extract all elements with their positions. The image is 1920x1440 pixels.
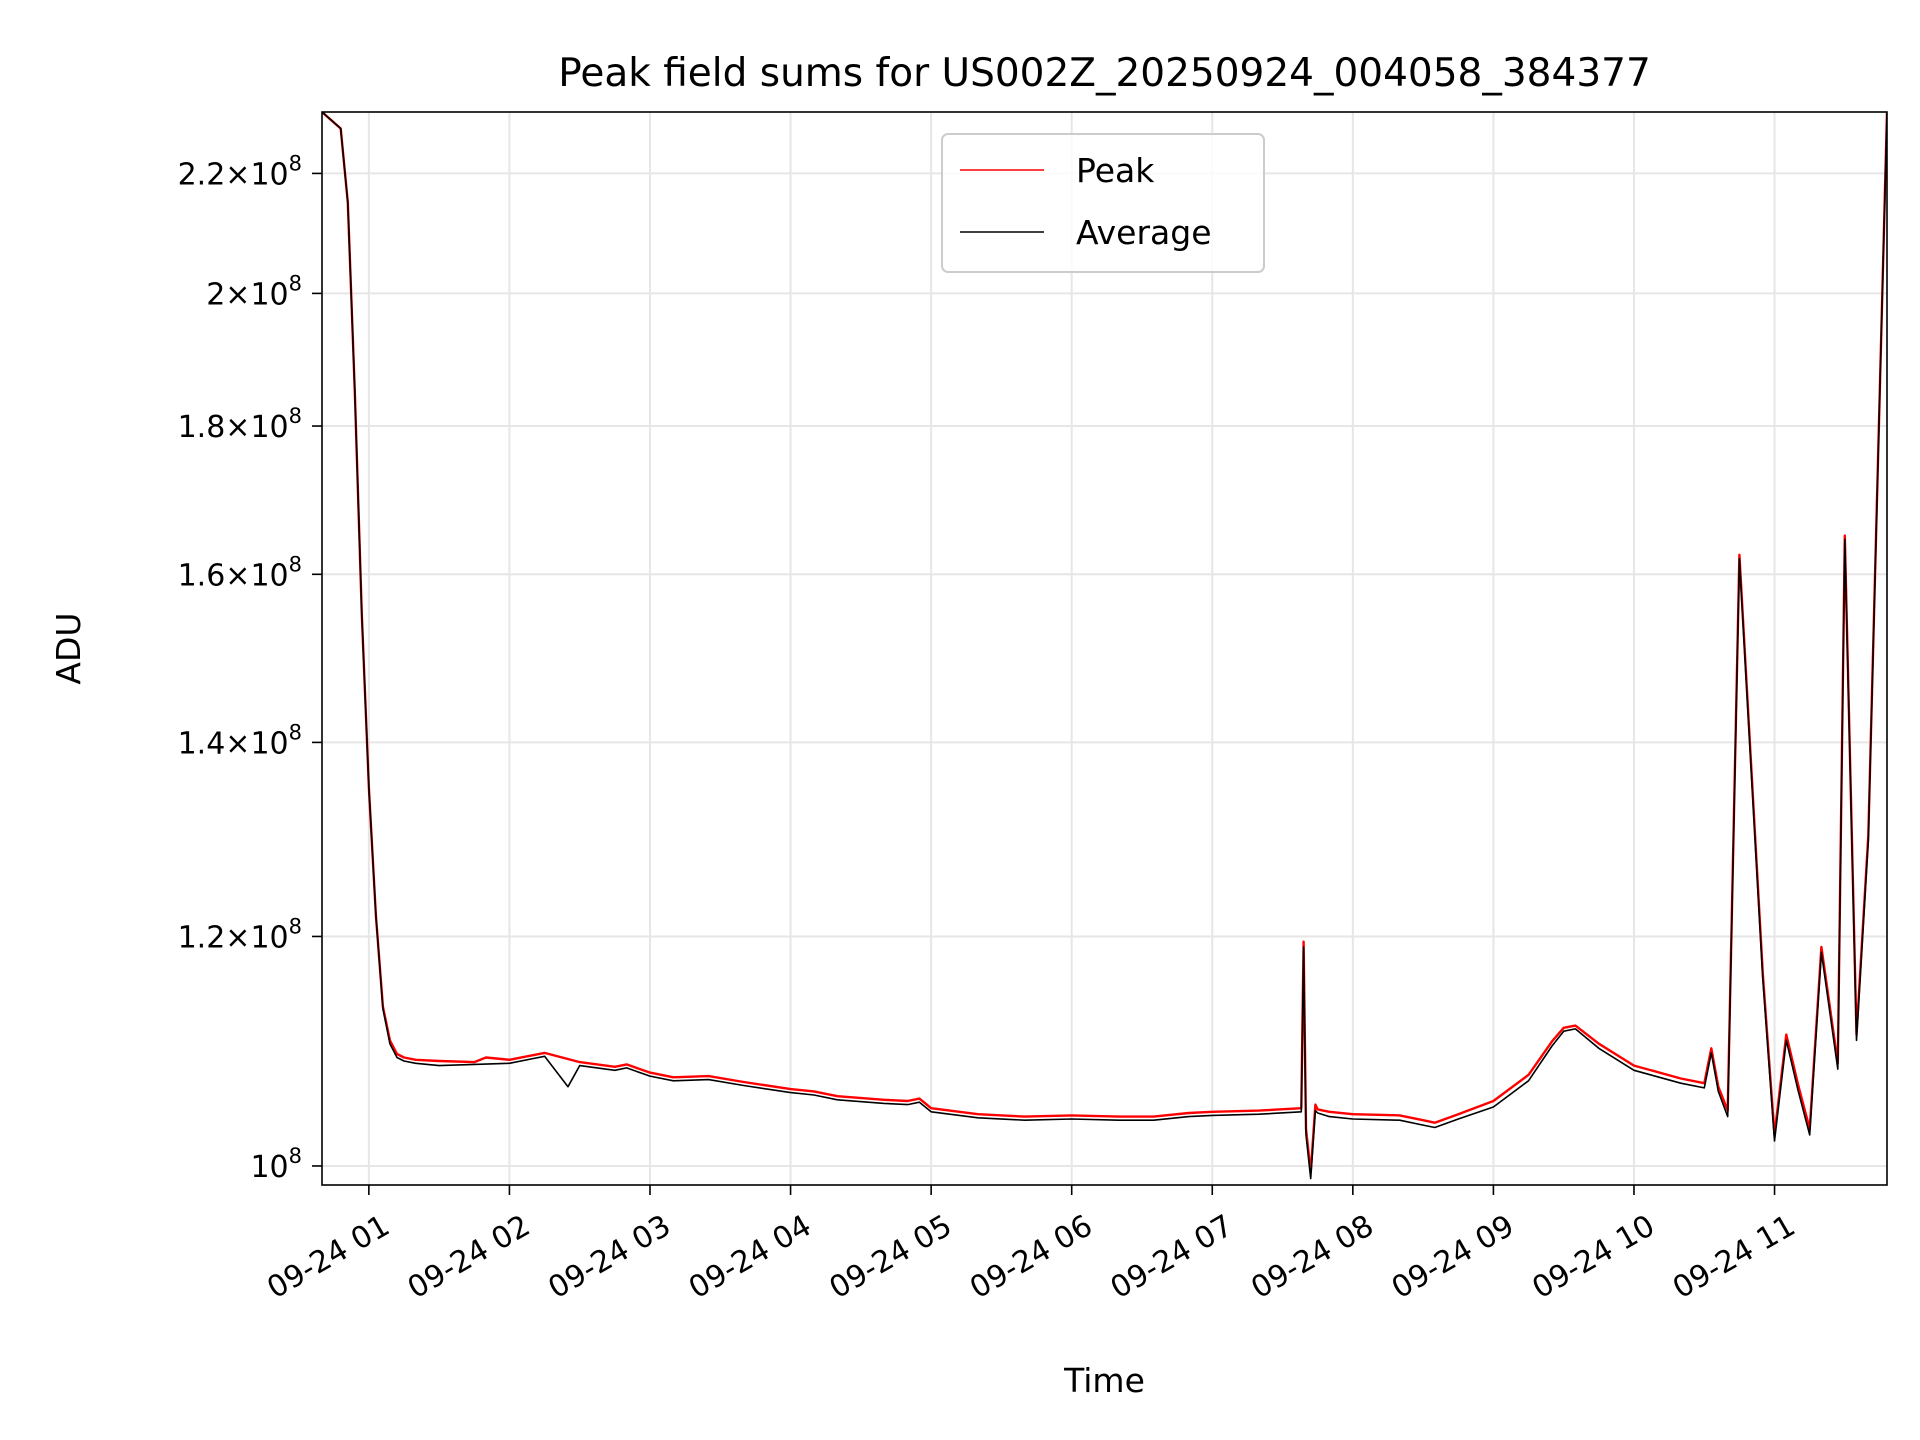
y-tick-label: 2×108 <box>206 271 302 312</box>
y-tick-label: 108 <box>250 1144 302 1185</box>
plot-area-frame <box>321 111 1888 1186</box>
legend-entry-peak: Peak <box>1076 151 1155 190</box>
y-tick-label: 1.8×108 <box>178 404 302 445</box>
legend-box <box>941 133 1265 273</box>
y-axis-label: ADU <box>49 612 88 684</box>
y-tick-label: 1.4×108 <box>178 720 302 761</box>
legend: Peak Average <box>941 133 1265 273</box>
x-axis-label: Time <box>1063 1361 1145 1400</box>
chart-title: Peak field sums for US002Z_20250924_0040… <box>558 51 1651 96</box>
y-tick-label: 1.6×108 <box>178 552 302 593</box>
series-line-average <box>322 112 1887 1180</box>
grid-lines <box>322 112 1887 1185</box>
y-axis: 108 1.2×108 1.4×108 1.6×108 1.8×108 2×108 2.2×… <box>178 151 322 1185</box>
y-tick-label: 1.2×108 <box>178 914 302 955</box>
legend-entry-average: Average <box>1076 213 1212 252</box>
y-tick-label: 2.2×108 <box>178 151 302 192</box>
series-layer <box>322 112 1887 1180</box>
series-line-peak <box>322 112 1887 1174</box>
